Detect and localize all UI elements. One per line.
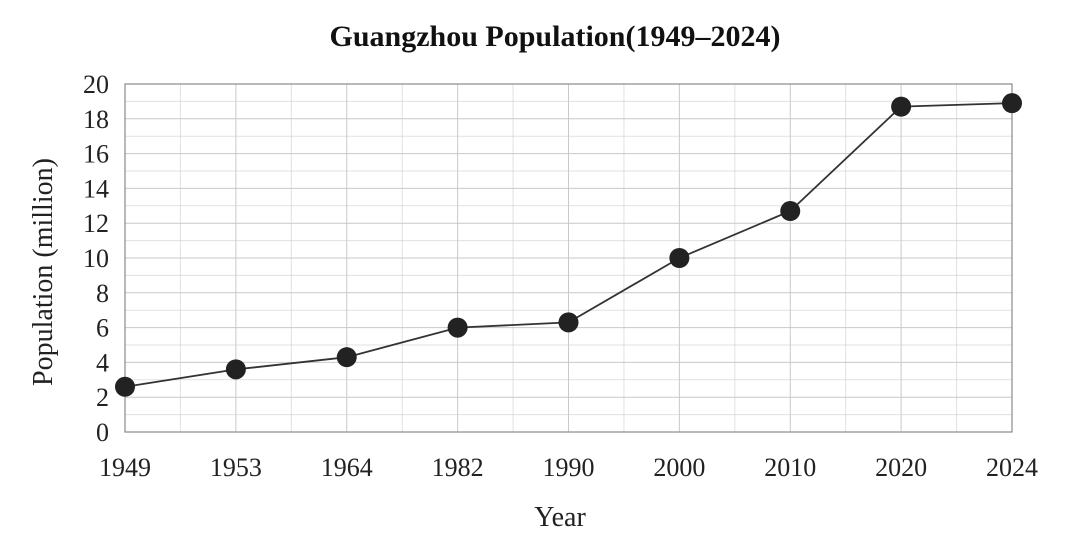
data-point (115, 376, 135, 397)
x-tick-label: 1964 (321, 453, 373, 482)
data-point (447, 317, 468, 338)
x-tick-label: 2024 (986, 453, 1038, 482)
y-tick-label: 0 (96, 418, 109, 447)
data-point (336, 347, 357, 368)
y-tick-label: 2 (96, 383, 109, 412)
x-tick-label: 1953 (210, 453, 262, 482)
data-point (891, 96, 912, 117)
data-point (225, 359, 246, 380)
x-tick-label: 2010 (764, 453, 816, 482)
x-tick-label: 1949 (99, 453, 151, 482)
data-point (780, 201, 801, 222)
y-axis-label: Population (million) (28, 158, 59, 386)
y-tick-label: 4 (96, 348, 109, 377)
x-tick-label: 1982 (432, 453, 484, 482)
y-tick-label: 6 (96, 314, 109, 343)
x-axis-ticks: 1949 1953 1964 1982 1990 2000 2010 2020 2024 (99, 453, 1038, 482)
y-tick-label: 16 (83, 140, 109, 169)
y-tick-label: 14 (83, 174, 109, 203)
grid (124, 83, 1013, 433)
y-tick-label: 8 (96, 279, 109, 308)
data-points (115, 93, 1022, 397)
x-tick-label: 2020 (875, 453, 927, 482)
x-tick-label: 2000 (653, 453, 705, 482)
y-tick-label: 12 (83, 209, 109, 238)
plot-frame (124, 83, 1013, 433)
x-axis-label: Year (534, 502, 586, 533)
chart-title: Guangzhou Population(1949–2024) (330, 20, 781, 53)
data-point (558, 312, 579, 333)
data-point (1002, 93, 1022, 114)
x-tick-label: 1990 (543, 453, 595, 482)
y-tick-label: 10 (83, 244, 109, 273)
y-tick-label: 18 (83, 105, 109, 134)
y-axis-ticks: 0 2 4 6 8 10 12 14 16 18 20 (83, 70, 109, 447)
y-tick-label: 20 (83, 70, 109, 99)
data-point (669, 248, 690, 268)
